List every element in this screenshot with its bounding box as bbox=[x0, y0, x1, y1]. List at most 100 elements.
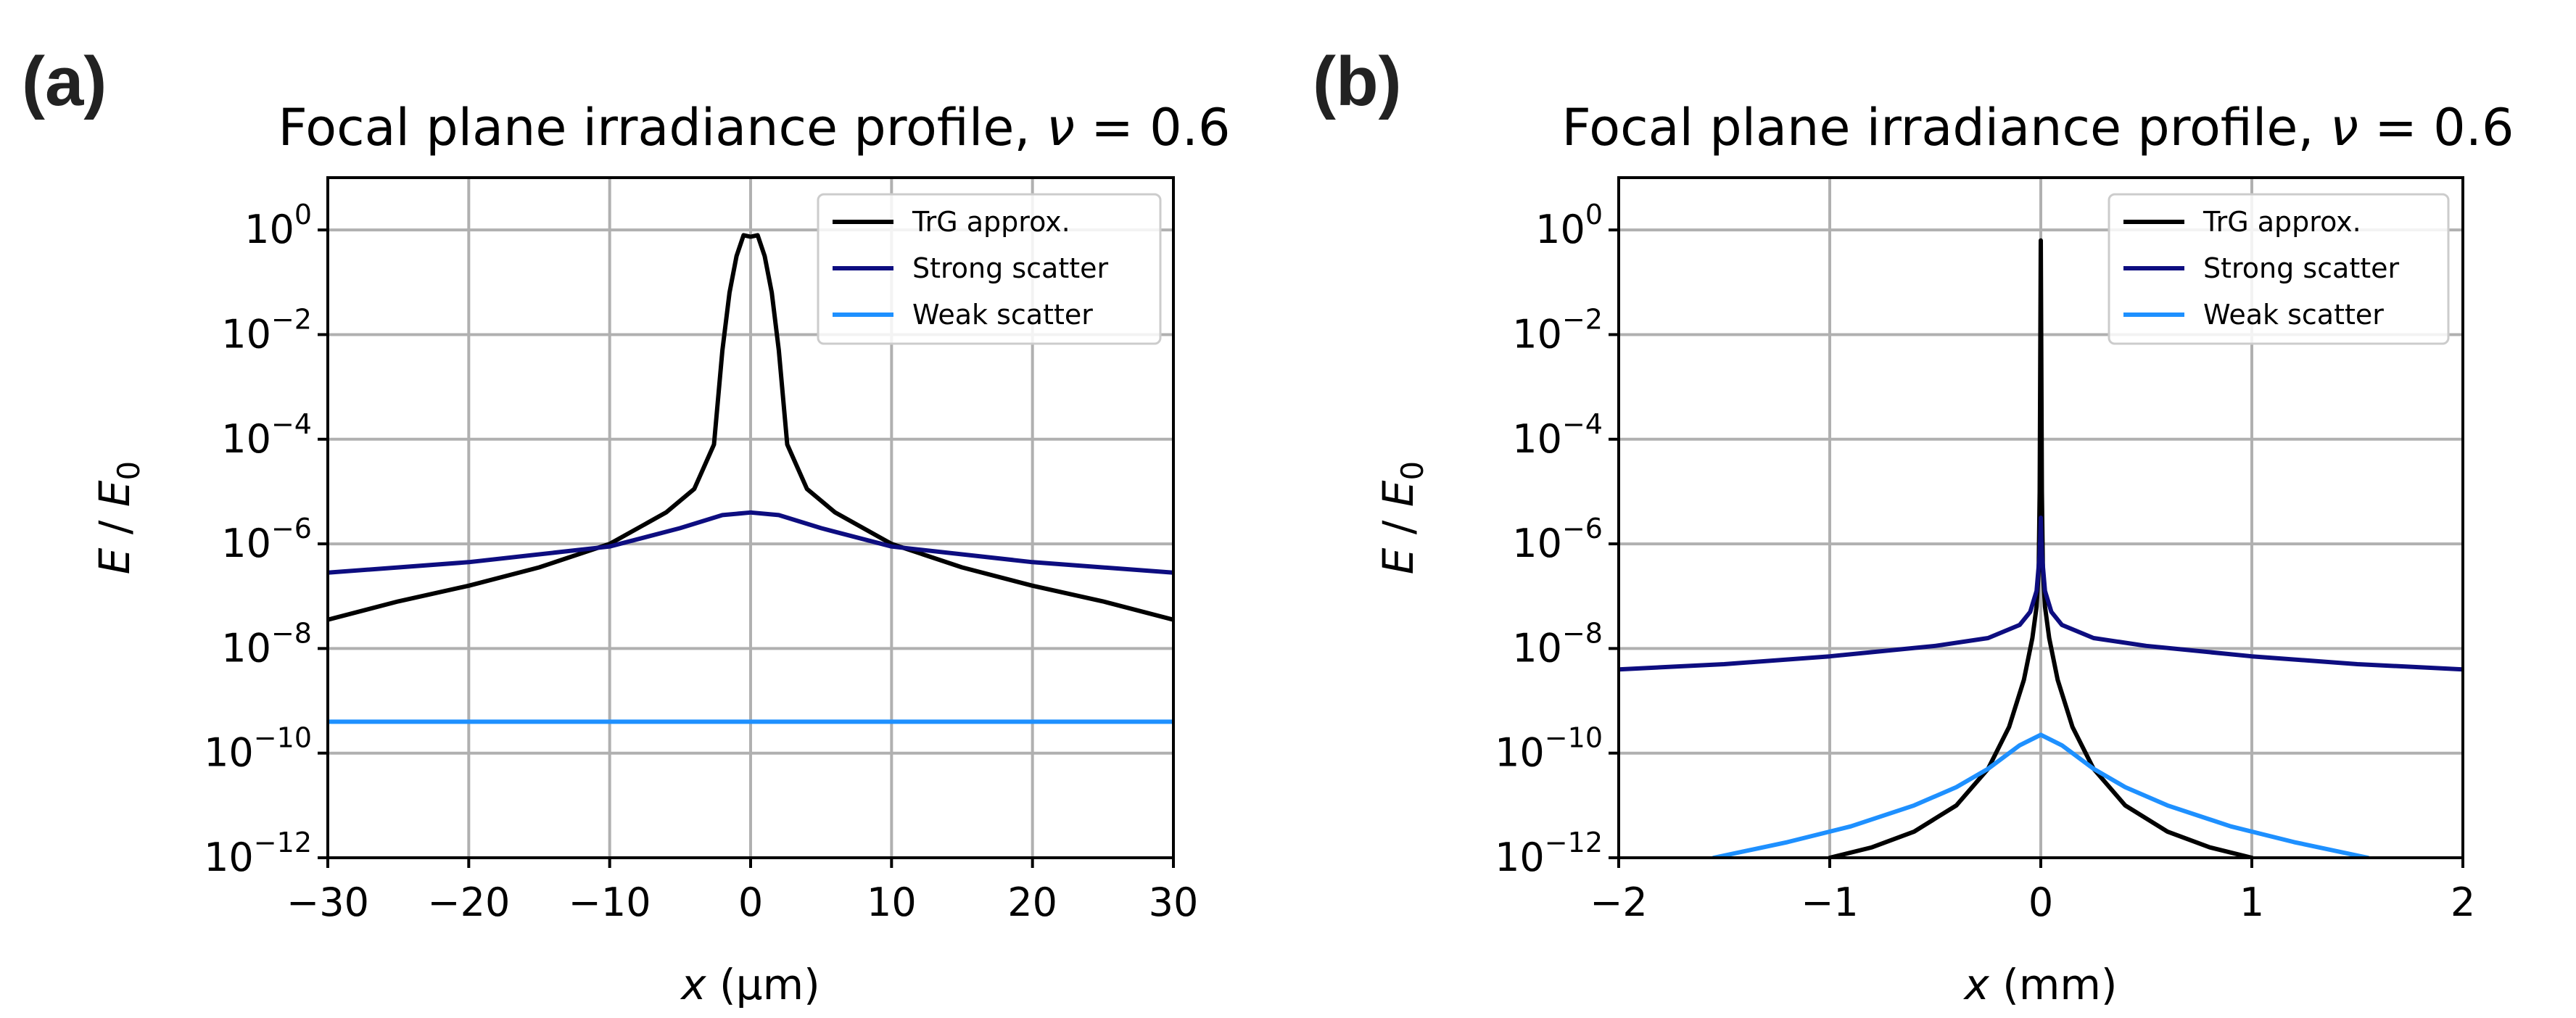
y-tick-base: 10 bbox=[221, 521, 271, 566]
y-tick-base: 10 bbox=[221, 625, 271, 671]
legend-label: Strong scatter bbox=[2203, 252, 2399, 284]
y-tick-exponent: −12 bbox=[254, 827, 312, 858]
y-tick-exponent: −12 bbox=[1545, 827, 1603, 858]
x-tick-label: −20 bbox=[427, 880, 510, 925]
title-value: = 0.6 bbox=[1075, 98, 1230, 157]
series-group bbox=[1619, 238, 2463, 858]
title-text: Focal plane irradiance profile, bbox=[278, 98, 1046, 157]
series-line-trg-approx bbox=[328, 233, 1173, 622]
y-tick-label: 10−4 bbox=[221, 408, 312, 462]
x-tick-label: −1 bbox=[1801, 880, 1859, 925]
y-tick-exponent: 0 bbox=[294, 199, 312, 231]
y-label-denominator: E bbox=[1374, 480, 1423, 507]
series-line-weak-scatter bbox=[1711, 732, 2371, 858]
y-tick-label: 100 bbox=[1535, 199, 1603, 252]
x-tick-label: −2 bbox=[1590, 880, 1648, 925]
y-tick-label: 10−6 bbox=[221, 513, 312, 566]
y-tick-label: 10−2 bbox=[221, 303, 312, 357]
y-tick-label: 10−6 bbox=[1512, 513, 1603, 566]
x-label-variable: x bbox=[1962, 960, 1989, 1009]
y-tick-exponent: −4 bbox=[271, 408, 312, 440]
y-tick-exponent: −8 bbox=[271, 617, 312, 649]
y-tick-exponent: 0 bbox=[1585, 199, 1603, 231]
legend-label: Strong scatter bbox=[912, 252, 1108, 284]
chart-title: Focal plane irradiance profile, ν = 0.6 bbox=[278, 98, 1231, 157]
y-label-numerator: E bbox=[90, 547, 139, 574]
y-tick-base: 10 bbox=[1535, 207, 1585, 252]
x-label-variable: x bbox=[680, 960, 706, 1009]
title-value: = 0.6 bbox=[2358, 98, 2514, 157]
y-tick-label: 10−10 bbox=[1495, 722, 1603, 776]
title-symbol: ν bbox=[1046, 98, 1075, 157]
y-tick-exponent: −10 bbox=[254, 722, 312, 754]
y-label-separator: / bbox=[1374, 507, 1423, 547]
series-line-strong-scatter bbox=[328, 510, 1173, 575]
y-tick-base: 10 bbox=[1512, 311, 1562, 357]
x-axis-label: x (mm) bbox=[1962, 960, 2117, 1009]
legend-box bbox=[817, 193, 1162, 345]
y-tick-exponent: −10 bbox=[1545, 722, 1603, 754]
y-tick-base: 10 bbox=[1512, 416, 1562, 462]
y-label-numerator: E bbox=[1374, 547, 1423, 574]
y-tick-exponent: −4 bbox=[1562, 408, 1603, 440]
y-tick-base: 10 bbox=[204, 835, 254, 880]
y-label-subscript: 0 bbox=[1395, 461, 1430, 481]
title-symbol: ν bbox=[2330, 98, 2358, 157]
x-tick-label: −10 bbox=[569, 880, 651, 925]
y-tick-base: 10 bbox=[204, 730, 254, 776]
y-tick-base: 10 bbox=[221, 311, 271, 357]
x-tick-label: 20 bbox=[1007, 880, 1057, 925]
y-tick-base: 10 bbox=[221, 416, 271, 462]
y-tick-label: 10−8 bbox=[1512, 617, 1603, 671]
y-tick-exponent: −8 bbox=[1562, 617, 1603, 649]
x-tick-label: 2 bbox=[2451, 880, 2475, 925]
y-label-separator: / bbox=[90, 507, 139, 547]
y-tick-base: 10 bbox=[1512, 625, 1562, 671]
x-tick-label: 0 bbox=[738, 880, 763, 925]
y-tick-label: 10−10 bbox=[204, 722, 312, 776]
legend: TrG approx. Strong scatter Weak scatter bbox=[2108, 193, 2450, 345]
y-tick-base: 10 bbox=[1512, 521, 1562, 566]
series-line-strong-scatter bbox=[1619, 516, 2463, 672]
x-label-unit: (μm) bbox=[706, 960, 820, 1009]
y-axis-label: E / E0 bbox=[90, 461, 146, 574]
panel-label: (b) bbox=[1313, 43, 1402, 120]
y-tick-exponent: −2 bbox=[1562, 303, 1603, 335]
legend-label: TrG approx. bbox=[912, 206, 1070, 238]
x-tick-label: 10 bbox=[867, 880, 917, 925]
y-tick-exponent: −6 bbox=[271, 513, 312, 545]
title-text: Focal plane irradiance profile, bbox=[1562, 98, 2330, 157]
legend-box bbox=[2108, 193, 2450, 345]
y-label-denominator: E bbox=[90, 480, 139, 507]
y-tick-base: 10 bbox=[244, 207, 294, 252]
y-tick-label: 10−12 bbox=[204, 827, 312, 880]
x-tick-label: 0 bbox=[2028, 880, 2053, 925]
x-label-unit: (mm) bbox=[1989, 960, 2118, 1009]
y-tick-exponent: −2 bbox=[271, 303, 312, 335]
panel-b: (b) Focal plane irradiance profile, ν = 0… bbox=[1313, 43, 2514, 1009]
legend-label: Weak scatter bbox=[2203, 299, 2384, 331]
x-axis-label: x (μm) bbox=[680, 960, 820, 1009]
y-tick-label: 10−2 bbox=[1512, 303, 1603, 357]
y-label-subscript: 0 bbox=[111, 461, 146, 481]
y-tick-label: 10−8 bbox=[221, 617, 312, 671]
legend: TrG approx. Strong scatter Weak scatter bbox=[817, 193, 1162, 345]
x-tick-label: 1 bbox=[2239, 880, 2264, 925]
y-tick-label: 10−4 bbox=[1512, 408, 1603, 462]
x-tick-label: −30 bbox=[286, 880, 369, 925]
panel-label: (a) bbox=[22, 43, 107, 120]
legend-label: Weak scatter bbox=[912, 299, 1093, 331]
y-tick-exponent: −6 bbox=[1562, 513, 1603, 545]
panel-a: (a) Focal plane irradiance profile, ν = 0… bbox=[22, 43, 1230, 1009]
series-line-trg-approx bbox=[1828, 238, 2254, 858]
legend-label: TrG approx. bbox=[2203, 206, 2361, 238]
y-tick-label: 10−12 bbox=[1495, 827, 1603, 880]
x-tick-label: 30 bbox=[1149, 880, 1199, 925]
y-axis-label: E / E0 bbox=[1374, 461, 1430, 574]
y-tick-base: 10 bbox=[1495, 835, 1545, 880]
chart-title: Focal plane irradiance profile, ν = 0.6 bbox=[1562, 98, 2514, 157]
y-tick-label: 100 bbox=[244, 199, 312, 252]
y-tick-base: 10 bbox=[1495, 730, 1545, 776]
series-group bbox=[328, 233, 1173, 724]
